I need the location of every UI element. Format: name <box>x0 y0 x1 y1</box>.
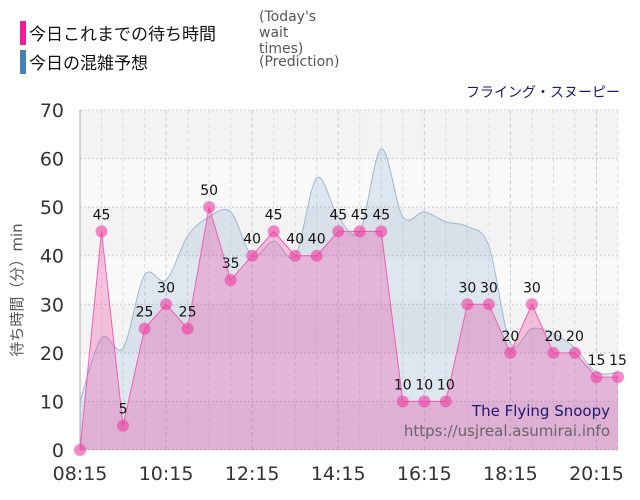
today-point <box>267 225 280 238</box>
today-point <box>246 249 259 262</box>
data-label: 30 <box>458 280 476 296</box>
x-tick-label: 20:15 <box>569 463 624 485</box>
data-label: 10 <box>415 377 433 393</box>
today-point <box>310 249 323 262</box>
attraction-name: フライング・スヌーピー <box>466 85 620 101</box>
legend-swatch-prediction <box>20 49 26 74</box>
today-point <box>590 371 603 384</box>
data-label: 40 <box>286 232 304 248</box>
legend-label-prediction: 今日の混雑予想 <box>29 54 148 74</box>
today-point <box>396 395 409 408</box>
data-label: 30 <box>157 280 175 296</box>
today-point <box>418 395 431 408</box>
data-label: 30 <box>480 280 498 296</box>
y-tick-label: 30 <box>40 294 64 316</box>
data-label: 35 <box>222 256 240 272</box>
x-tick-label: 16:15 <box>397 463 452 485</box>
data-label: 20 <box>545 329 563 345</box>
data-label: 20 <box>501 329 519 345</box>
today-point <box>95 225 108 238</box>
y-tick-label: 70 <box>40 100 64 122</box>
data-label: 10 <box>394 377 412 393</box>
today-point <box>547 346 560 359</box>
today-point <box>181 322 194 335</box>
today-point <box>332 225 345 238</box>
today-area <box>80 207 618 450</box>
data-label: 50 <box>200 183 218 199</box>
today-point <box>160 298 173 311</box>
prediction-line <box>79 148 619 402</box>
today-point <box>439 395 452 408</box>
y-tick-label: 60 <box>40 149 64 171</box>
today-point <box>375 225 388 238</box>
data-label: 5 <box>119 402 128 418</box>
data-label: 40 <box>243 232 261 248</box>
plot-band <box>80 158 618 208</box>
legend-label-prediction-en: (Prediction) <box>259 53 340 70</box>
y-tick-label: 50 <box>40 197 64 219</box>
data-label: 15 <box>588 353 606 369</box>
watermark-name: The Flying Snoopy <box>471 402 610 420</box>
today-point <box>203 201 216 214</box>
today-point <box>525 298 538 311</box>
data-label: 40 <box>308 232 326 248</box>
data-label: 45 <box>329 207 347 223</box>
data-label: 45 <box>372 207 390 223</box>
legend-label-today: 今日これまでの待ち時間 <box>29 25 216 45</box>
today-point <box>224 274 237 286</box>
plot-band <box>80 110 618 159</box>
legend-item-prediction: 今日の混雑予想 (Prediction) <box>20 47 339 76</box>
x-tick-label: 08:15 <box>53 463 108 485</box>
data-label: 25 <box>136 305 154 321</box>
today-point <box>612 371 624 384</box>
today-point <box>504 346 517 359</box>
plot-band <box>80 352 618 402</box>
data-label: 45 <box>351 207 369 223</box>
data-label: 20 <box>566 329 584 345</box>
today-point <box>289 249 302 262</box>
x-tick-label: 18:15 <box>483 463 538 485</box>
legend-item-today: 今日これまでの待ち時間 (Today's wait times) <box>20 9 316 57</box>
today-point <box>461 298 474 311</box>
y-axis-title: 待ち時間（分）min <box>8 223 26 356</box>
today-point <box>353 225 366 238</box>
legend-label-today-en: (Today's wait times) <box>259 8 317 57</box>
watermark-url: https://usjreal.asumirai.info <box>404 422 610 440</box>
x-tick-label: 14:15 <box>311 463 366 485</box>
y-tick-label: 40 <box>40 246 64 268</box>
data-label: 25 <box>179 305 197 321</box>
data-label: 45 <box>265 207 283 223</box>
today-point <box>138 322 151 335</box>
data-label: 10 <box>437 377 455 393</box>
x-tick-label: 12:15 <box>225 463 280 485</box>
data-label: 30 <box>523 280 541 296</box>
today-point <box>117 419 130 432</box>
legend: 今日これまでの待ち時間 (Today's wait times) 今日の混雑予想… <box>20 9 339 76</box>
today-point <box>568 346 581 359</box>
y-tick-label: 0 <box>52 440 64 462</box>
data-label: 45 <box>93 207 111 223</box>
plot-band <box>80 401 618 450</box>
data-label: 15 <box>609 353 627 369</box>
y-tick-label: 10 <box>40 391 64 413</box>
x-tick-label: 10:15 <box>139 463 194 485</box>
legend-swatch-today <box>20 20 26 45</box>
today-point <box>482 298 495 311</box>
today-point <box>74 444 86 456</box>
plot-band <box>80 255 618 305</box>
y-tick-label: 20 <box>40 343 64 365</box>
